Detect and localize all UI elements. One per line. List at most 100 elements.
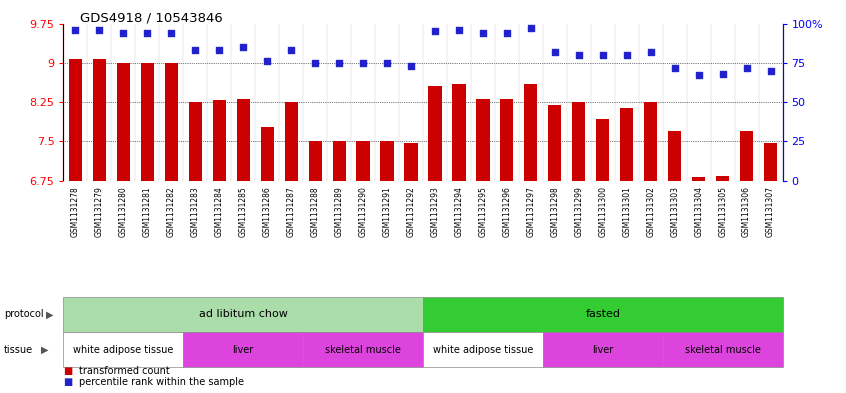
Bar	[303, 332, 423, 367]
Point	[117, 30, 130, 36]
Text: GSM1131293: GSM1131293	[431, 186, 439, 237]
Text: GSM1131285: GSM1131285	[239, 186, 248, 237]
Text: liver: liver	[233, 345, 254, 355]
Bar	[662, 332, 783, 367]
Point	[236, 44, 250, 50]
Point	[189, 47, 202, 53]
Bar	[500, 99, 514, 181]
Bar	[212, 99, 226, 181]
Text: GSM1131290: GSM1131290	[359, 186, 367, 237]
Text: tissue: tissue	[4, 345, 33, 355]
Text: GSM1131296: GSM1131296	[503, 186, 511, 237]
Text: white adipose tissue: white adipose tissue	[74, 345, 173, 355]
Point	[69, 27, 82, 33]
Text: ad libitum chow: ad libitum chow	[199, 309, 288, 320]
Text: GSM1131305: GSM1131305	[718, 186, 727, 237]
Bar	[525, 84, 537, 181]
Bar	[596, 119, 609, 181]
Point	[548, 49, 562, 55]
Bar	[117, 63, 130, 181]
Point	[308, 60, 321, 66]
Point	[667, 64, 681, 71]
Point	[644, 49, 657, 55]
Text: ■: ■	[63, 377, 73, 387]
Text: skeletal muscle: skeletal muscle	[684, 345, 761, 355]
Bar	[356, 141, 370, 181]
Bar	[284, 102, 298, 181]
Point	[404, 63, 418, 69]
Text: GSM1131297: GSM1131297	[526, 186, 536, 237]
Text: skeletal muscle: skeletal muscle	[325, 345, 401, 355]
Text: GSM1131291: GSM1131291	[382, 186, 392, 237]
Text: GSM1131282: GSM1131282	[167, 186, 176, 237]
Point	[261, 58, 274, 64]
Bar	[716, 176, 729, 181]
Text: transformed count: transformed count	[79, 366, 169, 376]
Point	[356, 60, 370, 66]
Bar	[572, 102, 585, 181]
Text: ■: ■	[63, 366, 73, 376]
Point	[452, 27, 465, 33]
Text: GSM1131288: GSM1131288	[310, 186, 320, 237]
Bar	[165, 63, 178, 181]
Point	[739, 64, 753, 71]
Text: GSM1131292: GSM1131292	[407, 186, 415, 237]
Bar	[644, 102, 657, 181]
Bar	[237, 99, 250, 181]
Point	[620, 52, 634, 58]
Text: GSM1131300: GSM1131300	[598, 186, 607, 237]
Point	[596, 52, 609, 58]
Text: GSM1131295: GSM1131295	[479, 186, 487, 237]
Point	[764, 68, 777, 74]
Text: GSM1131304: GSM1131304	[695, 186, 703, 237]
Text: fasted: fasted	[585, 309, 620, 320]
Point	[476, 30, 490, 36]
Bar	[381, 141, 393, 181]
Bar	[543, 332, 662, 367]
Text: GSM1131302: GSM1131302	[646, 186, 655, 237]
Bar	[423, 332, 543, 367]
Bar	[476, 99, 490, 181]
Text: GSM1131287: GSM1131287	[287, 186, 295, 237]
Text: GSM1131303: GSM1131303	[670, 186, 679, 237]
Text: GSM1131280: GSM1131280	[119, 186, 128, 237]
Point	[380, 60, 393, 66]
Bar	[63, 332, 184, 367]
Bar	[428, 86, 442, 181]
Point	[332, 60, 346, 66]
Point	[692, 72, 706, 79]
Bar	[261, 127, 274, 181]
Text: GSM1131284: GSM1131284	[215, 186, 223, 237]
Point	[500, 30, 514, 36]
Point	[212, 47, 226, 53]
Point	[572, 52, 585, 58]
Text: GSM1131278: GSM1131278	[71, 186, 80, 237]
Bar	[69, 59, 82, 181]
Bar	[309, 141, 321, 181]
Text: percentile rank within the sample: percentile rank within the sample	[79, 377, 244, 387]
Bar	[63, 297, 423, 332]
Point	[284, 47, 298, 53]
Bar	[332, 141, 346, 181]
Text: GSM1131294: GSM1131294	[454, 186, 464, 237]
Bar	[740, 131, 753, 181]
Bar	[668, 131, 681, 181]
Text: GSM1131306: GSM1131306	[742, 186, 751, 237]
Bar	[189, 102, 202, 181]
Bar	[692, 177, 706, 181]
Text: GSM1131289: GSM1131289	[335, 186, 343, 237]
Text: GDS4918 / 10543846: GDS4918 / 10543846	[80, 12, 223, 25]
Text: GSM1131283: GSM1131283	[191, 186, 200, 237]
Text: GSM1131279: GSM1131279	[95, 186, 104, 237]
Text: GSM1131298: GSM1131298	[551, 186, 559, 237]
Point	[524, 25, 537, 31]
Point	[92, 27, 106, 33]
Text: GSM1131281: GSM1131281	[143, 186, 151, 237]
Point	[716, 71, 729, 77]
Text: protocol: protocol	[4, 309, 44, 320]
Text: GSM1131286: GSM1131286	[263, 186, 272, 237]
Text: ▶: ▶	[41, 345, 48, 355]
Text: GSM1131299: GSM1131299	[574, 186, 583, 237]
Bar	[620, 108, 634, 181]
Bar	[548, 105, 562, 181]
